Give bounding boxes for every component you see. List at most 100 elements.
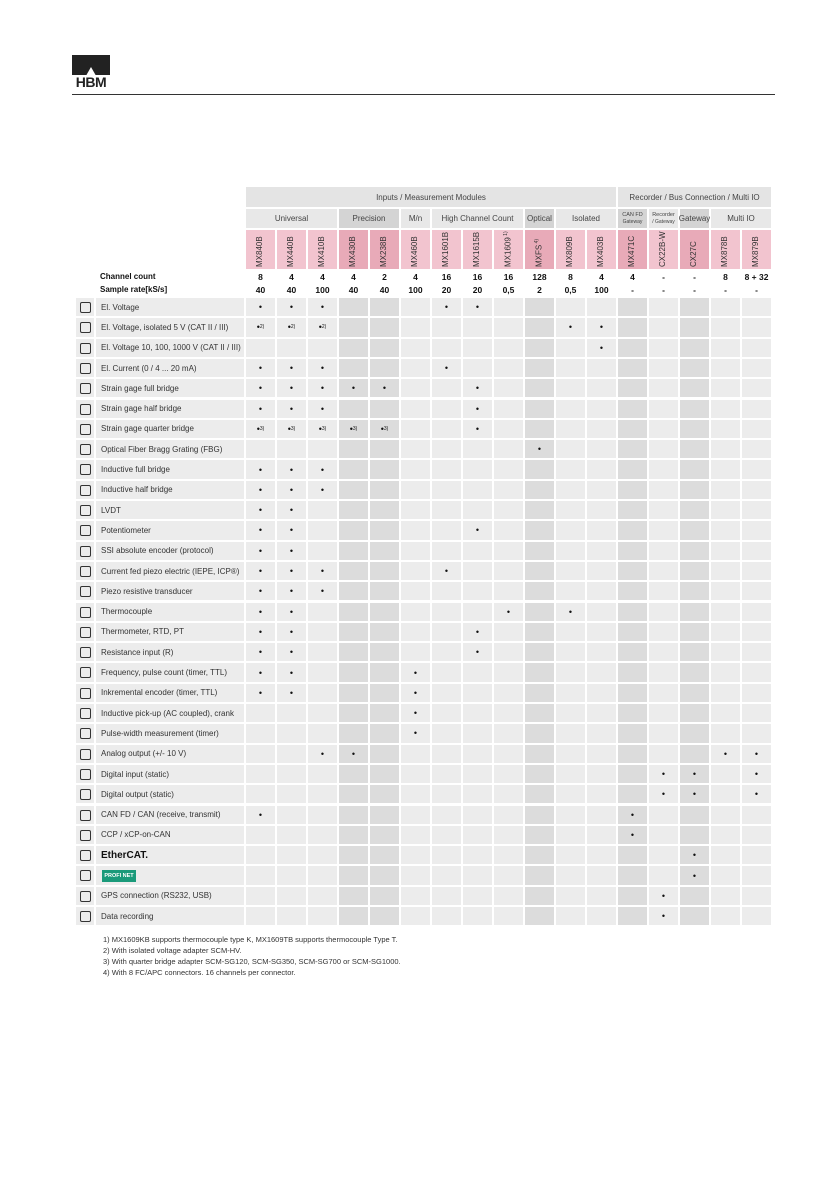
feature-cell [679,723,710,744]
model-name: MX1601B [441,232,450,267]
feature-cell [369,703,400,724]
feature-cell: • [586,317,617,338]
feature-cell [400,885,431,906]
feature-cell: • 3) [369,418,400,440]
feature-cell [648,398,679,419]
feature-cell [493,418,524,440]
feature-cell [431,581,462,602]
feature-cell [710,520,741,541]
icon-glyph [80,728,91,740]
model-name: MX238B [379,236,388,267]
feature-cell: • [617,824,648,846]
feature-cell [555,845,586,866]
feature-cell [369,865,400,886]
model-header: MX1601B [431,229,462,270]
row-icon [75,763,95,785]
feature-cell: • 2) [307,317,338,338]
feature-cell: • [307,560,338,582]
dot: • [349,423,353,434]
feature-cell [524,601,555,622]
icon-glyph [80,870,91,882]
spec-value: 128 [532,271,547,282]
feature-cell [369,885,400,906]
row-icon [75,337,95,358]
model-header: MX879B [741,229,772,270]
spec-value: 40 [286,284,297,295]
feature-cell [400,601,431,622]
feature-cell [555,804,586,825]
spec-value: 2 [382,271,387,282]
feature-cell [555,906,586,927]
feature-cell [431,804,462,825]
feature-cell [555,824,586,846]
icon-glyph [80,525,91,537]
feature-cell: • [462,621,493,643]
spec-value: - [693,284,696,295]
feature-cell [679,337,710,358]
feature-cell [369,621,400,643]
cell-note: 2) [321,324,327,331]
icon-glyph [80,708,91,719]
feature-cell: • [245,500,276,521]
feature-cell [741,723,772,744]
feature-cell [369,317,400,338]
feature-cell [462,479,493,500]
row-label: Thermometer, RTD, PT [95,621,245,643]
feature-cell: • [245,520,276,541]
icon-glyph [80,302,91,313]
subgroup-header: CAN FD Gateway [617,208,648,229]
feature-cell [524,804,555,825]
icon-glyph [80,911,91,922]
model-header: MX840B [245,229,276,270]
feature-cell [524,317,555,338]
feature-cell [400,824,431,846]
model-label: MX1601B [441,231,450,267]
feature-cell [431,845,462,866]
feature-cell [710,297,741,318]
feature-cell [493,500,524,521]
feature-cell [524,581,555,602]
row-icon [75,398,95,419]
group-header: Inputs / Measurement Modules [245,186,617,208]
model-label: MX471C [627,235,636,267]
feature-cell [276,824,307,846]
feature-cell [400,804,431,825]
spec-value: 20 [472,284,483,295]
feature-cell [648,824,679,846]
feature-cell [586,621,617,643]
feature-cell [431,439,462,460]
subgroup-label: Recorder [652,211,675,218]
feature-cell [493,317,524,338]
feature-cell [338,621,369,643]
feature-cell [555,560,586,582]
feature-cell [462,317,493,338]
feature-cell [338,885,369,906]
subgroup-label: M/n [408,214,423,223]
feature-cell [400,865,431,886]
feature-cell [524,357,555,379]
feature-cell [307,500,338,521]
feature-cell [741,500,772,521]
feature-cell [276,784,307,805]
feature-cell [369,500,400,521]
icon-glyph [80,464,91,476]
model-label: MX430B [348,236,357,267]
feature-cell [369,297,400,318]
model-header: MX809B [555,229,586,270]
feature-cell [431,418,462,440]
feature-cell [679,398,710,419]
feature-cell [276,804,307,825]
feature-cell [524,520,555,541]
model-header: MX440B [276,229,307,270]
feature-cell [400,784,431,805]
feature-cell: • [462,378,493,399]
feature-cell [555,357,586,379]
feature-cell [648,357,679,379]
feature-cell [369,642,400,663]
icon-glyph [80,362,91,374]
row-icon [75,662,95,683]
spec-value: 4 [413,271,418,282]
row-label: Strain gage quarter bridge [95,418,245,440]
row-label: El. Voltage, isolated 5 V (CAT II / III) [95,317,245,338]
feature-cell [431,378,462,399]
